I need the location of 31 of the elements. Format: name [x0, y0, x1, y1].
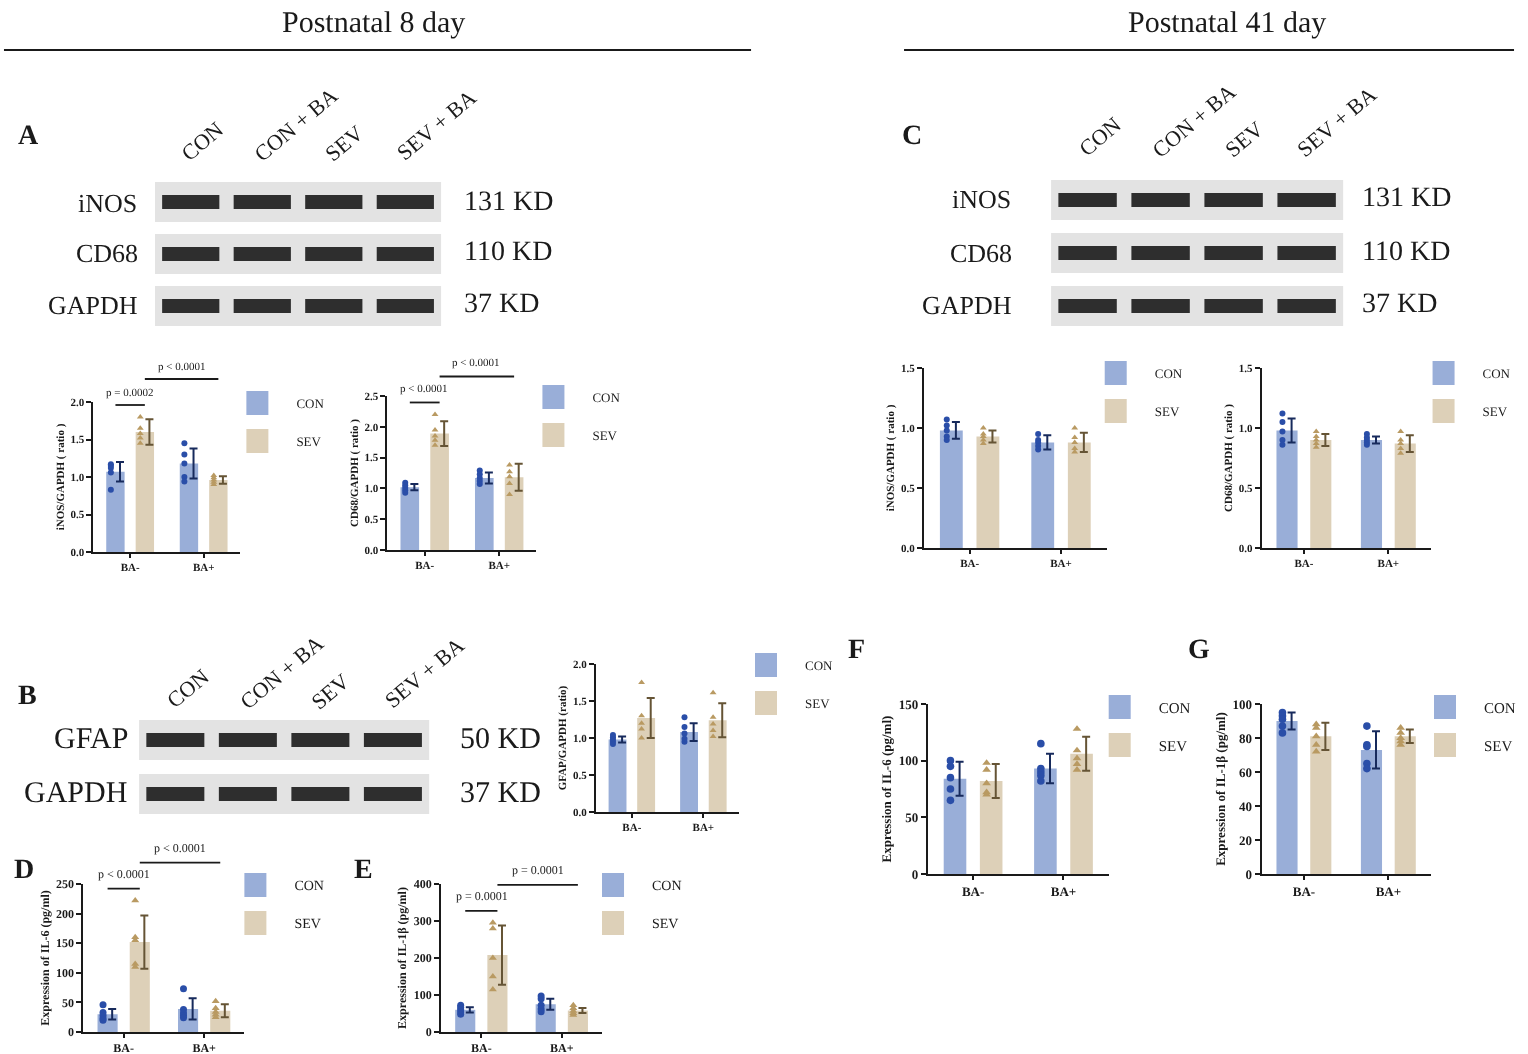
- category-label: iNOS: [952, 184, 1012, 214]
- category-label: 110 KD: [464, 238, 553, 268]
- category-label: 37 KD: [464, 290, 540, 320]
- category-label: 37 KD: [460, 778, 541, 810]
- chart-title: G: [1188, 636, 1210, 666]
- chart-title: D: [14, 856, 35, 886]
- category-label: GAPDH: [922, 290, 1012, 320]
- category-label: SEV + BA: [1293, 83, 1382, 163]
- category-label: GFAP: [54, 724, 129, 756]
- category-label: iNOS: [78, 188, 138, 218]
- category-label: SEV: [1221, 117, 1269, 163]
- category-label: CD68: [950, 238, 1013, 268]
- category-label: 131 KD: [1362, 184, 1452, 214]
- category-label: GAPDH: [48, 290, 138, 320]
- text: B: [18, 682, 37, 712]
- category-label: SEV + BA: [381, 633, 470, 714]
- category-label: 50 KD: [460, 724, 541, 756]
- category-label: 131 KD: [464, 188, 554, 218]
- chart-title: F: [848, 636, 866, 666]
- category-label: CD68: [76, 238, 139, 268]
- text: Postnatal 41 day: [1128, 8, 1328, 40]
- text: Postnatal 8 day: [282, 8, 467, 40]
- chart-title: E: [354, 856, 373, 886]
- category-label: 110 KD: [1362, 238, 1451, 268]
- text: A: [18, 122, 40, 152]
- category-label: 37 KD: [1362, 290, 1438, 320]
- category-label: SEV: [321, 121, 369, 167]
- category-label: SEV + BA: [393, 86, 482, 166]
- category-label: GAPDH: [24, 778, 128, 810]
- text: C: [902, 122, 923, 152]
- category-label: SEV: [307, 670, 355, 716]
